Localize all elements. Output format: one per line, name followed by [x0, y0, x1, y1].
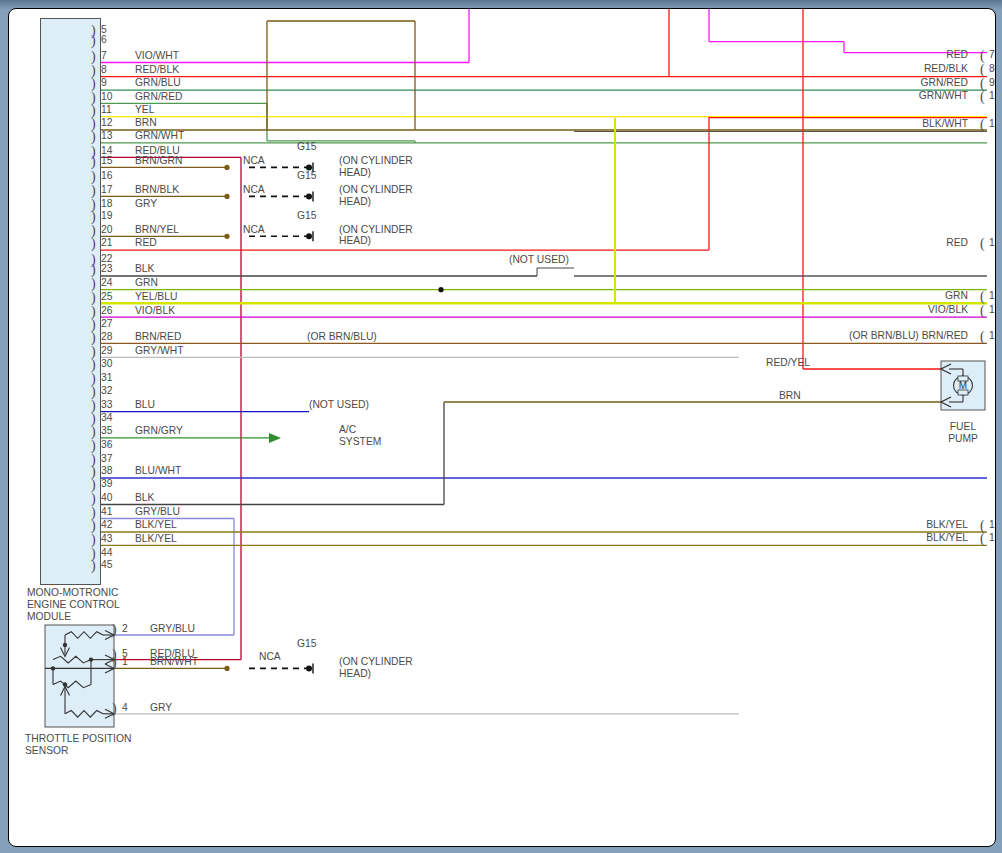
svg-text:M: M	[959, 380, 967, 391]
